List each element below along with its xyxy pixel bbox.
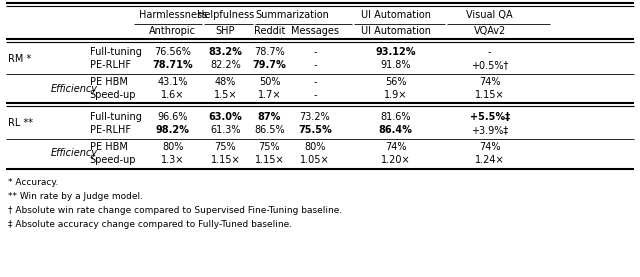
Text: 80%: 80% <box>304 142 326 152</box>
Text: 87%: 87% <box>258 112 281 122</box>
Text: +0.5%†: +0.5%† <box>471 60 508 70</box>
Text: 78.71%: 78.71% <box>152 60 193 70</box>
Text: Full-tuning: Full-tuning <box>90 112 141 122</box>
Text: 48%: 48% <box>214 77 236 87</box>
Text: RL **: RL ** <box>8 119 33 129</box>
Text: 1.9×: 1.9× <box>384 90 407 100</box>
Text: VQAv2: VQAv2 <box>474 26 506 36</box>
Text: 75.5%: 75.5% <box>298 125 332 135</box>
Text: 81.6%: 81.6% <box>380 112 411 122</box>
Text: 61.3%: 61.3% <box>210 125 241 135</box>
Text: UI Automation: UI Automation <box>360 10 431 20</box>
Text: PE-RLHF: PE-RLHF <box>90 125 131 135</box>
Text: 93.12%: 93.12% <box>375 47 416 57</box>
Text: Full-tuning: Full-tuning <box>90 47 141 57</box>
Text: 1.7×: 1.7× <box>258 90 281 100</box>
Text: PE HBM: PE HBM <box>90 77 127 87</box>
Text: PE HBM: PE HBM <box>90 142 127 152</box>
Text: Harmlessness: Harmlessness <box>139 10 207 20</box>
Text: -: - <box>488 47 492 57</box>
Text: Visual QA: Visual QA <box>467 10 513 20</box>
Text: 1.6×: 1.6× <box>161 90 184 100</box>
Text: 43.1%: 43.1% <box>157 77 188 87</box>
Text: Speed-up: Speed-up <box>90 90 136 100</box>
Text: 96.6%: 96.6% <box>157 112 188 122</box>
Text: † Absolute win rate change compared to Supervised Fine-Tuning baseline.: † Absolute win rate change compared to S… <box>8 206 342 215</box>
Text: 82.2%: 82.2% <box>210 60 241 70</box>
Text: 86.4%: 86.4% <box>379 125 412 135</box>
Text: Helpfulness: Helpfulness <box>196 10 254 20</box>
Text: 80%: 80% <box>162 142 184 152</box>
Text: 1.15×: 1.15× <box>475 90 504 100</box>
Text: RM *: RM * <box>8 53 31 63</box>
Text: +5.5%‡: +5.5%‡ <box>470 112 509 122</box>
Text: * Accuracy.: * Accuracy. <box>8 178 58 187</box>
Text: 74%: 74% <box>479 142 500 152</box>
Text: 1.15×: 1.15× <box>211 155 240 165</box>
Text: Reddit: Reddit <box>253 26 285 36</box>
Text: 86.5%: 86.5% <box>254 125 285 135</box>
Text: -: - <box>313 60 317 70</box>
Text: 74%: 74% <box>479 77 500 87</box>
Text: 63.0%: 63.0% <box>209 112 242 122</box>
Text: 79.7%: 79.7% <box>253 60 286 70</box>
Text: 1.15×: 1.15× <box>255 155 284 165</box>
Text: UI Automation: UI Automation <box>360 26 431 36</box>
Text: ‡ Absolute accuracy change compared to Fully-Tuned baseline.: ‡ Absolute accuracy change compared to F… <box>8 220 292 229</box>
Text: 1.24×: 1.24× <box>475 155 504 165</box>
Text: +3.9%‡: +3.9%‡ <box>471 125 508 135</box>
Text: 50%: 50% <box>259 77 280 87</box>
Text: SHP: SHP <box>216 26 235 36</box>
Text: 1.20×: 1.20× <box>381 155 410 165</box>
Text: Messages: Messages <box>291 26 339 36</box>
Text: 75%: 75% <box>214 142 236 152</box>
Text: 83.2%: 83.2% <box>209 47 242 57</box>
Text: Speed-up: Speed-up <box>90 155 136 165</box>
Text: 1.3×: 1.3× <box>161 155 184 165</box>
Text: Efficiency: Efficiency <box>51 148 98 158</box>
Text: Summarization: Summarization <box>255 10 329 20</box>
Text: 1.5×: 1.5× <box>214 90 237 100</box>
Text: 91.8%: 91.8% <box>380 60 411 70</box>
Text: Efficiency: Efficiency <box>51 83 98 94</box>
Text: 75%: 75% <box>259 142 280 152</box>
Text: Anthropic: Anthropic <box>149 26 196 36</box>
Text: 74%: 74% <box>385 142 406 152</box>
Text: 76.56%: 76.56% <box>154 47 191 57</box>
Text: 1.05×: 1.05× <box>300 155 330 165</box>
Text: ** Win rate by a Judge model.: ** Win rate by a Judge model. <box>8 192 143 201</box>
Text: 73.2%: 73.2% <box>300 112 330 122</box>
Text: -: - <box>313 77 317 87</box>
Text: PE-RLHF: PE-RLHF <box>90 60 131 70</box>
Text: 78.7%: 78.7% <box>254 47 285 57</box>
Text: 56%: 56% <box>385 77 406 87</box>
Text: -: - <box>313 90 317 100</box>
Text: -: - <box>313 47 317 57</box>
Text: 98.2%: 98.2% <box>156 125 189 135</box>
